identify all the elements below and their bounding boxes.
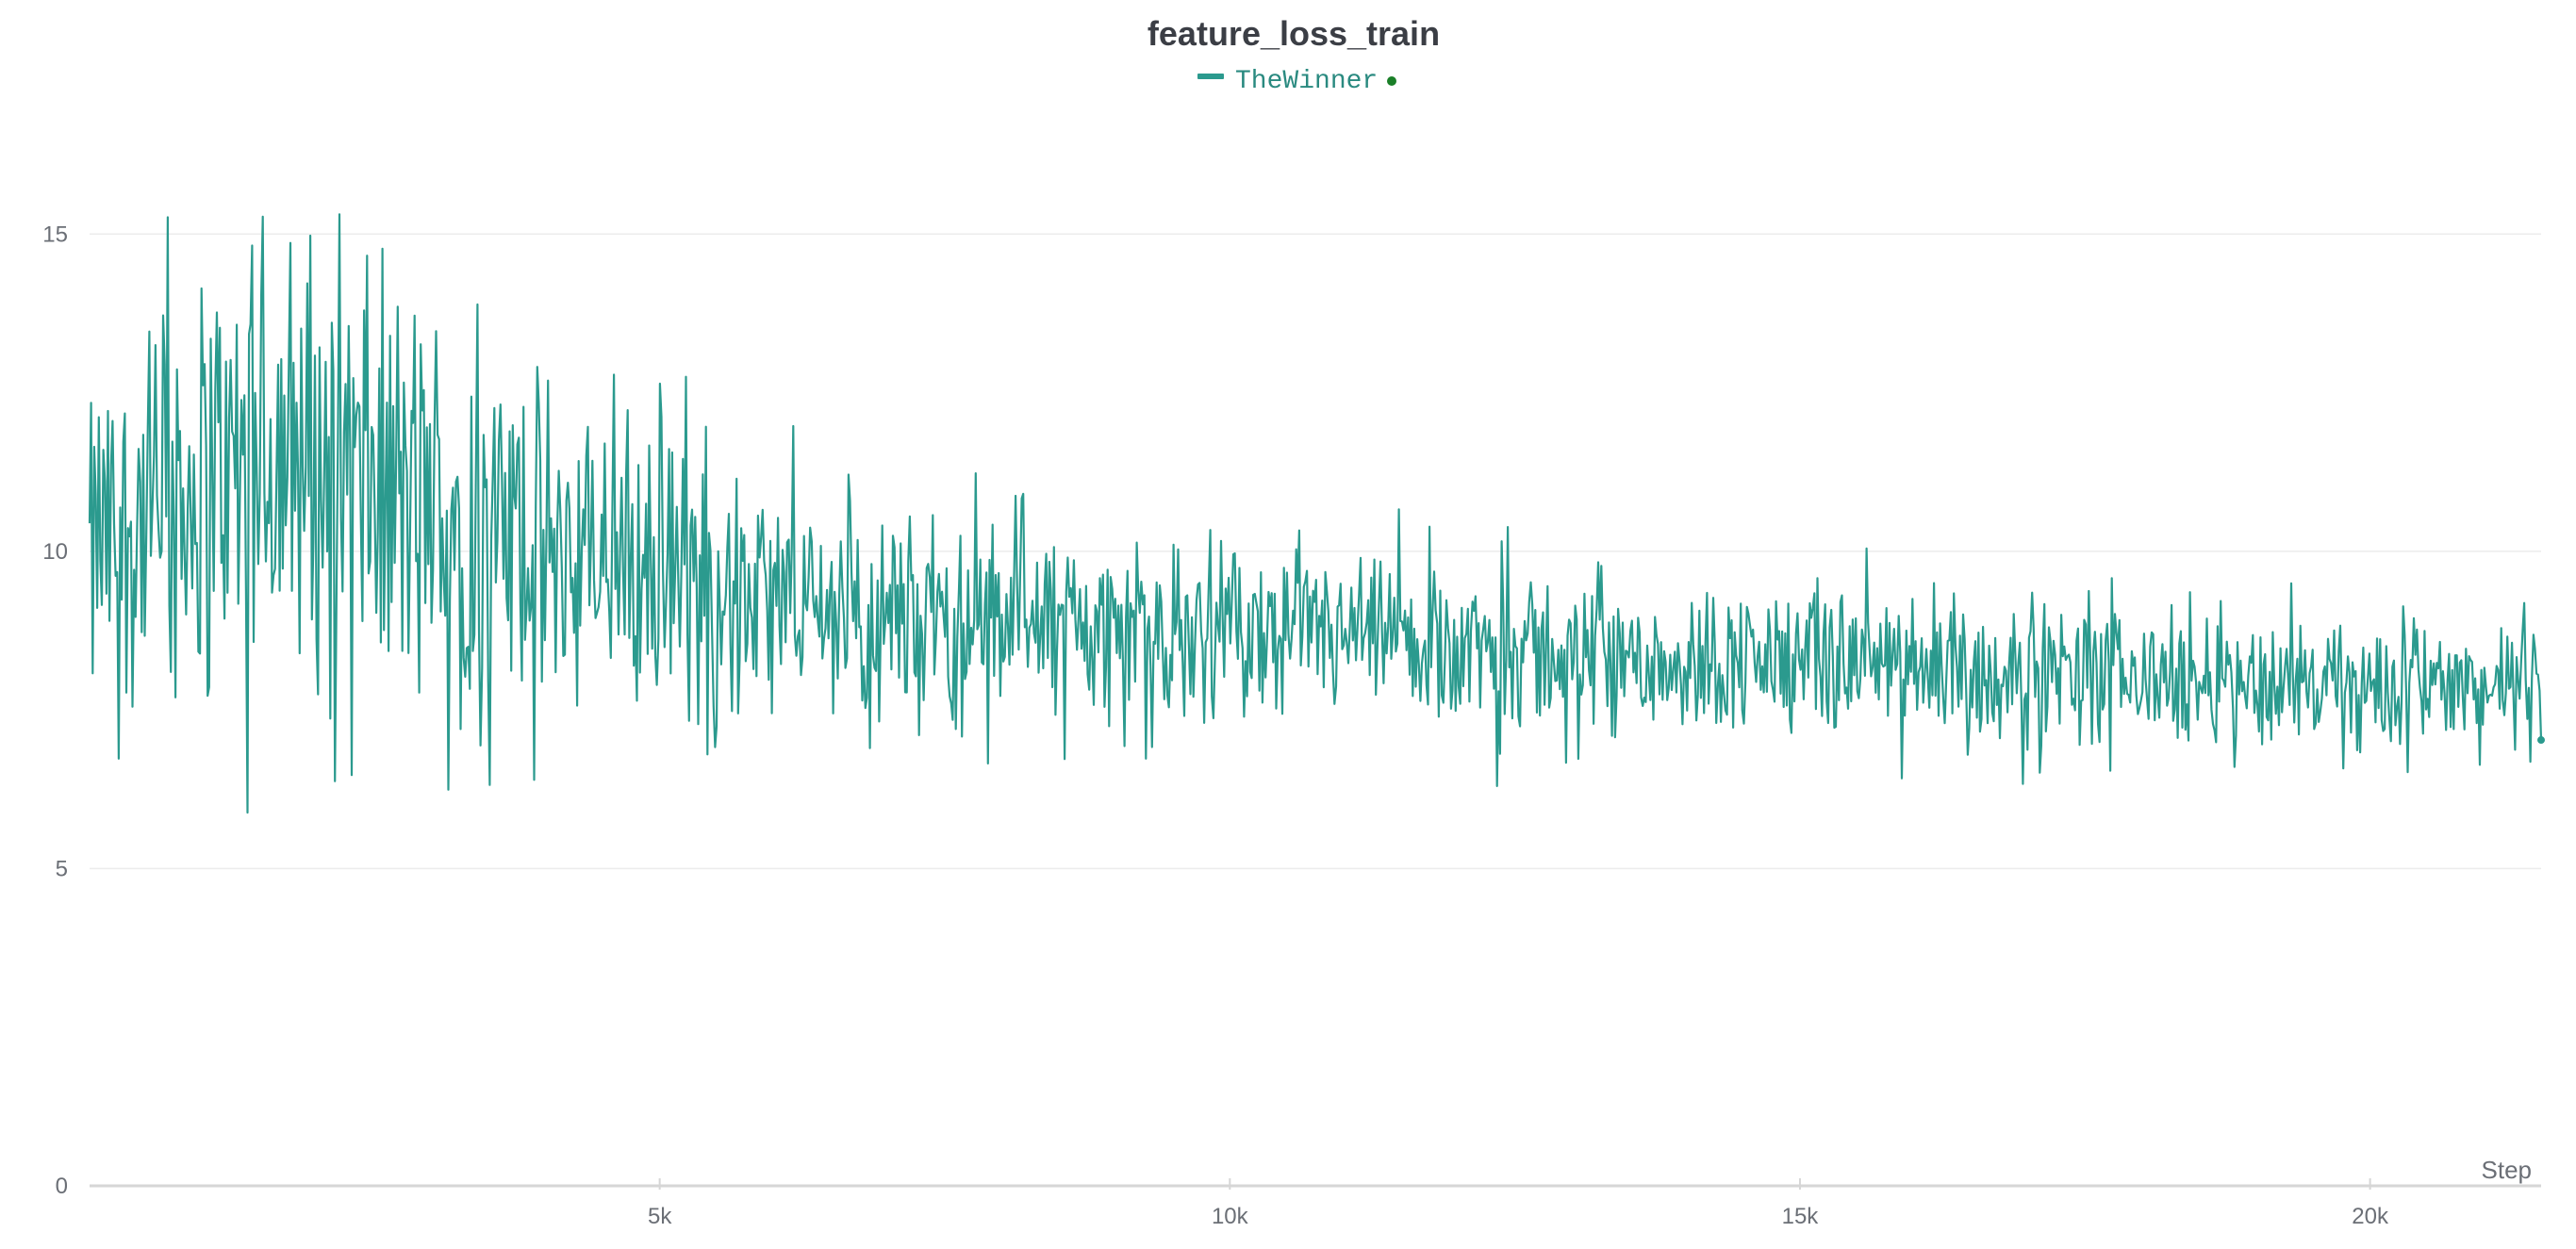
legend[interactable]: TheWinner (1197, 67, 1396, 96)
y-tick-label: 15 (42, 222, 68, 247)
y-tick-label: 10 (42, 539, 68, 565)
status-dot-icon (1387, 76, 1396, 86)
y-tick-label: 5 (56, 856, 68, 881)
legend-label: TheWinner (1235, 67, 1378, 96)
x-tick-label: 5k (648, 1204, 672, 1229)
x-tick-label: 10k (1212, 1204, 1249, 1229)
y-tick-label: 0 (56, 1174, 68, 1199)
series-line-thewinner[interactable] (88, 213, 2543, 814)
series-end-point (2537, 736, 2545, 745)
legend-swatch (1197, 74, 1224, 79)
x-tick-label: 20k (2352, 1204, 2389, 1229)
gridlines (90, 233, 2541, 870)
axes: 0 5 10 15 5k 10k 15k 20k (42, 222, 2541, 1229)
series-layer (88, 213, 2545, 814)
x-tick-label: 15k (1782, 1204, 1820, 1229)
chart-title: feature_loss_train (1148, 14, 1440, 53)
x-axis-label: Step (2482, 1156, 2533, 1184)
